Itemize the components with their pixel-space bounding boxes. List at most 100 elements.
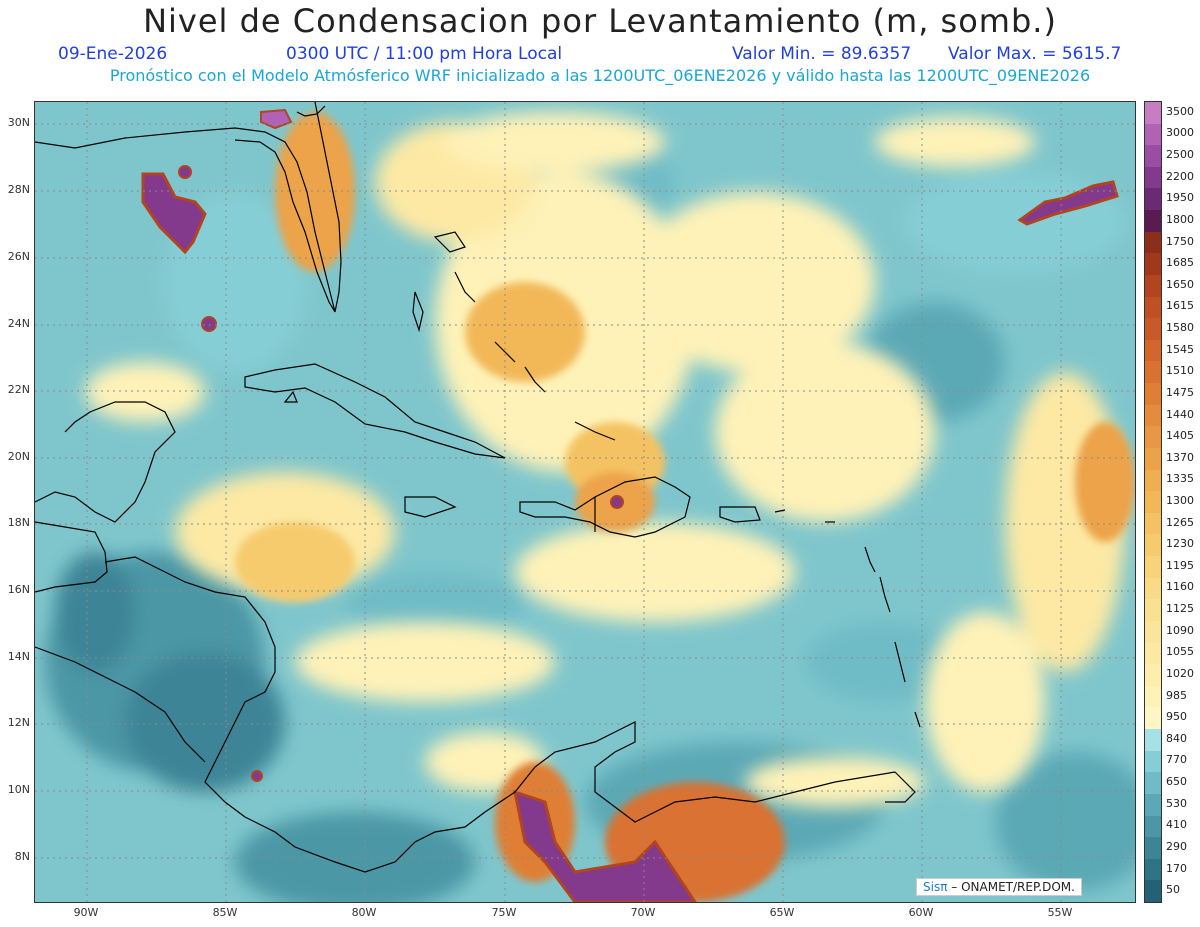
colorbar-swatch bbox=[1145, 296, 1161, 319]
colorbar-swatch bbox=[1145, 361, 1161, 384]
colorbar-label: 985 bbox=[1166, 688, 1187, 702]
colorbar-swatch bbox=[1145, 123, 1161, 146]
colorbar-label: 1405 bbox=[1166, 429, 1194, 443]
model-subtitle: Pronóstico con el Modelo Atmósferico WRF… bbox=[109, 66, 1091, 85]
colorbar-label: 1300 bbox=[1166, 494, 1194, 507]
colorbar-swatch bbox=[1145, 469, 1161, 492]
colorbar-swatch bbox=[1145, 664, 1161, 687]
colorbar-swatch bbox=[1145, 404, 1161, 427]
colorbar-label: 1510 bbox=[1166, 364, 1194, 378]
lat-label: 26N bbox=[7, 250, 30, 263]
colorbar-label: 1580 bbox=[1166, 321, 1194, 335]
colorbar-label: 3500 bbox=[1166, 104, 1194, 118]
colorbar-swatch bbox=[1145, 274, 1161, 298]
coastlines bbox=[35, 102, 921, 873]
colorbar-swatch bbox=[1145, 188, 1161, 211]
colorbar-label: 290 bbox=[1166, 839, 1187, 853]
colorbar-label: 1230 bbox=[1166, 537, 1194, 551]
graticule bbox=[35, 102, 1135, 902]
colorbar-swatch bbox=[1145, 166, 1161, 189]
colorbar-swatch bbox=[1145, 858, 1161, 881]
lat-label: 24N bbox=[7, 317, 30, 330]
colorbar-swatch bbox=[1145, 772, 1161, 795]
lon-label: 90W bbox=[73, 906, 99, 919]
lon-label: 60W bbox=[908, 906, 934, 919]
colorbar-label: 840 bbox=[1166, 731, 1187, 745]
colorbar-label: 1160 bbox=[1166, 580, 1194, 594]
colorbar-label: 1370 bbox=[1166, 450, 1194, 464]
colorbar-label: 1650 bbox=[1166, 277, 1194, 291]
colorbar-swatch bbox=[1145, 556, 1161, 579]
map-title: Nivel de Condensacion por Levantamiento … bbox=[143, 2, 1057, 40]
colorbar-swatch bbox=[1145, 534, 1161, 557]
colorbar-swatch bbox=[1145, 383, 1161, 406]
colorbar-label: 1090 bbox=[1166, 623, 1194, 637]
colorbar-label: 170 bbox=[1166, 861, 1187, 875]
colorbar-swatch bbox=[1145, 729, 1161, 752]
colorbar-swatch bbox=[1145, 599, 1161, 622]
colorbar-label: 1440 bbox=[1166, 407, 1194, 421]
colorbar-label: 1950 bbox=[1166, 191, 1194, 205]
colorbar-swatch bbox=[1145, 231, 1161, 254]
colorbar-label: 1020 bbox=[1166, 666, 1194, 680]
credit-box: Sisπ – ONAMET/REP.DOM. bbox=[916, 878, 1082, 896]
colorbar-label: 1685 bbox=[1166, 256, 1194, 270]
lon-label: 55W bbox=[1047, 906, 1073, 919]
credit-text: – ONAMET/REP.DOM. bbox=[951, 880, 1075, 894]
very-high-lcl-cells bbox=[141, 108, 1119, 902]
lat-label: 10N bbox=[7, 783, 30, 796]
colorbar-swatch bbox=[1145, 837, 1161, 860]
colorbar-swatch bbox=[1145, 512, 1161, 535]
lat-label: 20N bbox=[7, 450, 30, 463]
colorbar-label: 1800 bbox=[1166, 212, 1194, 226]
colorbar-label: 2500 bbox=[1166, 148, 1194, 162]
colorbar-swatch bbox=[1145, 793, 1161, 816]
lon-label: 75W bbox=[491, 906, 517, 919]
date-label: 09-Ene-2026 bbox=[58, 44, 168, 64]
lat-label: 8N bbox=[14, 850, 30, 863]
lat-label: 28N bbox=[7, 183, 30, 196]
colorbar-label: 50 bbox=[1166, 883, 1180, 897]
max-value-label: Valor Max. = 5615.7 bbox=[948, 44, 1122, 64]
lat-label: 18N bbox=[7, 516, 30, 529]
colorbar-label: 1265 bbox=[1166, 515, 1194, 529]
forecast-map bbox=[35, 102, 1135, 902]
colorbar-label: 1055 bbox=[1166, 645, 1194, 659]
map-panel[interactable] bbox=[34, 101, 1136, 903]
colorbar-swatch bbox=[1145, 339, 1161, 362]
colorbar-label: 1125 bbox=[1166, 602, 1194, 616]
colorbar-swatch bbox=[1145, 447, 1161, 471]
lat-label: 12N bbox=[7, 716, 30, 729]
sispi-logo: Sisπ bbox=[923, 880, 948, 894]
colorbar bbox=[1144, 101, 1162, 903]
lat-label: 16N bbox=[7, 583, 30, 596]
colorbar-swatch bbox=[1145, 491, 1161, 514]
colorbar-label: 1475 bbox=[1166, 385, 1194, 399]
colorbar-swatch bbox=[1145, 685, 1161, 708]
colorbar-swatch bbox=[1145, 102, 1161, 125]
colorbar-swatch bbox=[1145, 577, 1161, 600]
colorbar-swatch bbox=[1145, 210, 1161, 233]
colorbar-swatch bbox=[1145, 642, 1161, 665]
colorbar-label: 650 bbox=[1166, 775, 1187, 789]
lat-label: 30N bbox=[7, 116, 30, 129]
lon-label: 80W bbox=[351, 906, 377, 919]
lat-label: 22N bbox=[7, 383, 30, 396]
colorbar-label: 530 bbox=[1166, 796, 1187, 810]
colorbar-label: 1750 bbox=[1166, 234, 1194, 248]
lat-label: 14N bbox=[7, 650, 30, 663]
high-lcl-field bbox=[235, 112, 1135, 902]
colorbar-swatch bbox=[1145, 145, 1161, 168]
colorbar-label: 1615 bbox=[1166, 299, 1194, 313]
colorbar-label: 770 bbox=[1166, 753, 1187, 767]
lon-label: 85W bbox=[212, 906, 238, 919]
colorbar-swatch bbox=[1145, 253, 1161, 276]
colorbar-label: 2200 bbox=[1166, 169, 1194, 183]
colorbar-label: 1545 bbox=[1166, 342, 1194, 356]
time-label: 0300 UTC / 11:00 pm Hora Local bbox=[286, 44, 563, 64]
lon-label: 65W bbox=[769, 906, 795, 919]
colorbar-swatch bbox=[1145, 620, 1161, 644]
colorbar-label: 410 bbox=[1166, 818, 1187, 832]
colorbar-swatch bbox=[1145, 880, 1161, 903]
colorbar-label: 1195 bbox=[1166, 558, 1194, 572]
